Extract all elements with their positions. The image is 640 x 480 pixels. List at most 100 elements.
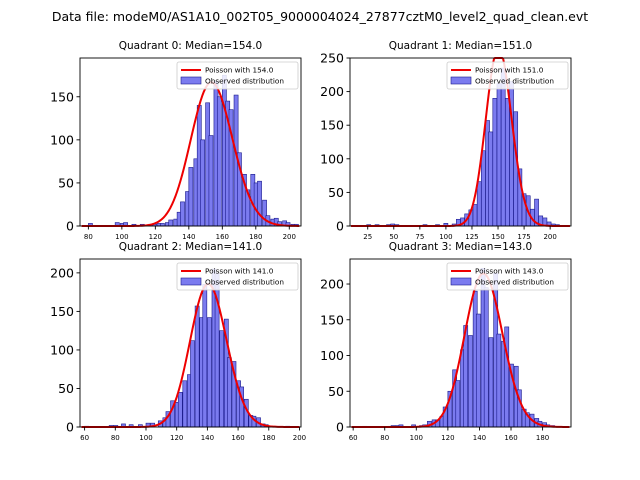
legend-label-observed: Observed distribution xyxy=(475,278,554,287)
axes-frame xyxy=(349,57,572,227)
histogram-bar xyxy=(227,357,232,428)
histogram-bar xyxy=(475,313,481,428)
y-tick-label: 0 xyxy=(336,219,344,234)
histogram-bar xyxy=(468,335,473,428)
histogram-bar xyxy=(180,201,185,227)
histogram-bar xyxy=(208,135,214,227)
y-tick-label: 50 xyxy=(328,384,344,399)
histogram-bar xyxy=(257,180,262,227)
legend-bar-swatch xyxy=(180,277,202,286)
histogram-bar xyxy=(177,392,183,428)
histogram-bar xyxy=(483,287,489,428)
subplot-quadrant-0: Quadrant 0: Median=154.0 0 50 100 150 80 100 12… xyxy=(50,40,302,241)
histogram-bar xyxy=(216,96,222,227)
y-tick-label: 100 xyxy=(320,348,344,363)
legend-bar-swatch xyxy=(450,277,472,286)
histogram-bar xyxy=(500,67,506,227)
x-tick-label: 80 xyxy=(84,233,93,241)
y-tick-label: 200 xyxy=(320,277,344,292)
axes-frame xyxy=(349,258,572,428)
histogram-bar xyxy=(200,139,205,227)
histogram-bar xyxy=(219,330,225,428)
subplot-grid: Quadrant 0: Median=154.0 0 50 100 150 80 100 12… xyxy=(50,40,572,442)
legend: Poisson with 154.0 Observed distribution xyxy=(176,61,299,90)
histogram-bar xyxy=(472,204,478,227)
legend-label-poisson: Poisson with 141.0 xyxy=(205,267,274,276)
x-tick-label: 200 xyxy=(283,233,296,241)
legend-frame xyxy=(176,262,299,291)
histogram-bar xyxy=(455,380,461,428)
y-tick-label: 50 xyxy=(58,175,74,190)
x-tick-label: 140 xyxy=(182,233,195,241)
histogram-bar xyxy=(505,98,510,227)
x-tick-label: 25 xyxy=(363,233,372,241)
y-tick-label: 0 xyxy=(336,420,344,435)
subplot-title: Quadrant 3: Median=143.0 xyxy=(389,241,532,253)
x-tick-label: 50 xyxy=(389,233,398,241)
histogram-bar xyxy=(492,98,498,227)
histogram-bar xyxy=(481,150,486,227)
x-tick-label: 160 xyxy=(216,233,229,241)
y-tick-label: 150 xyxy=(50,304,74,319)
x-tick-label: 80 xyxy=(380,434,389,442)
histogram-bar xyxy=(190,340,195,428)
x-tick-label: 160 xyxy=(231,434,244,442)
histogram-bar xyxy=(182,380,188,428)
axes-frame xyxy=(79,57,302,227)
y-tick-label: 100 xyxy=(320,151,344,166)
subplot-quadrant-3: Quadrant 3: Median=143.0 0 50 100 150 200 60 80… xyxy=(320,241,572,442)
x-tick-label: 120 xyxy=(149,233,162,241)
x-tick-label: 125 xyxy=(465,233,478,241)
x-tick-label: 60 xyxy=(80,434,89,442)
y-tick-label: 150 xyxy=(320,312,344,327)
y-tick-label: 50 xyxy=(58,381,74,396)
y-tick-label: 200 xyxy=(320,84,344,99)
legend-bar-swatch xyxy=(450,76,472,85)
legend-label-poisson: Poisson with 151.0 xyxy=(475,66,544,75)
histogram-bar xyxy=(476,181,482,227)
histogram-bar xyxy=(194,305,200,428)
legend: Poisson with 151.0 Observed distribution xyxy=(446,61,569,90)
x-tick-label: 75 xyxy=(415,233,424,241)
y-tick-label: 200 xyxy=(50,265,74,280)
y-tick-label: 100 xyxy=(50,132,74,147)
x-tick-label: 100 xyxy=(439,233,452,241)
histogram-bar xyxy=(504,326,510,428)
x-tick-label: 180 xyxy=(249,233,262,241)
legend-label-observed: Observed distribution xyxy=(205,278,284,287)
x-tick-label: 150 xyxy=(491,233,504,241)
legend-frame xyxy=(176,61,299,90)
legend-frame xyxy=(446,262,569,291)
legend-bar-swatch xyxy=(180,76,202,85)
y-tick-label: 250 xyxy=(320,51,344,66)
x-tick-label: 175 xyxy=(517,233,530,241)
histogram-bar xyxy=(207,317,212,428)
y-tick-label: 0 xyxy=(66,420,74,435)
histogram-bar xyxy=(188,167,194,227)
legend-label-observed: Observed distribution xyxy=(475,77,554,86)
x-tick-label: 60 xyxy=(349,434,358,442)
x-tick-label: 140 xyxy=(473,434,486,442)
histogram-bar xyxy=(496,333,502,428)
x-tick-label: 100 xyxy=(139,434,152,442)
x-tick-label: 100 xyxy=(410,434,423,442)
x-tick-label: 180 xyxy=(536,434,549,442)
histogram-bar xyxy=(488,337,494,428)
histogram-bar xyxy=(496,83,502,227)
legend-frame xyxy=(446,61,569,90)
y-tick-label: 50 xyxy=(328,185,344,200)
subplot-quadrant-2: Quadrant 2: Median=141.0 0 50 100 150 200 60 80… xyxy=(50,241,306,442)
x-tick-label: 180 xyxy=(262,434,275,442)
histogram-bar xyxy=(488,131,494,227)
y-tick-label: 100 xyxy=(50,342,74,357)
x-tick-label: 100 xyxy=(115,233,128,241)
legend-label-observed: Observed distribution xyxy=(205,77,284,86)
legend: Poisson with 141.0 Observed distribution xyxy=(176,262,299,291)
histogram-bar xyxy=(513,111,519,227)
y-tick-label: 150 xyxy=(50,89,74,104)
figure-suptitle: Data file: modeM0/AS1A10_002T05_90000040… xyxy=(52,9,588,24)
x-tick-label: 80 xyxy=(111,434,120,442)
legend-label-poisson: Poisson with 154.0 xyxy=(205,66,274,75)
legend-label-poisson: Poisson with 143.0 xyxy=(475,267,544,276)
subplot-quadrant-1: Quadrant 1: Median=151.0 0 50 100 150 200 250 2… xyxy=(320,40,572,241)
